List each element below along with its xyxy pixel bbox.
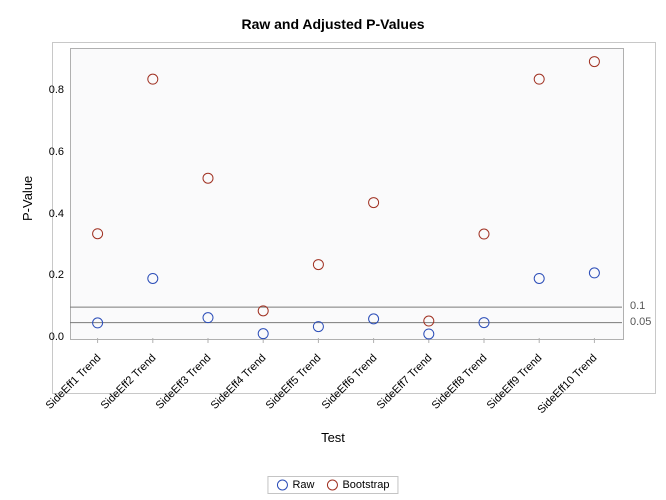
data-point bbox=[313, 322, 323, 332]
data-point bbox=[424, 329, 434, 339]
data-point bbox=[589, 57, 599, 67]
y-tick-label: 0.8 bbox=[28, 84, 64, 96]
data-point bbox=[148, 74, 158, 84]
reference-line-label: 0.05 bbox=[630, 316, 651, 328]
data-point bbox=[313, 260, 323, 270]
y-tick-label: 0.2 bbox=[28, 269, 64, 281]
chart-title: Raw and Adjusted P-Values bbox=[0, 16, 666, 32]
x-axis-label: Test bbox=[0, 430, 666, 445]
y-tick-label: 0.0 bbox=[28, 331, 64, 343]
data-point bbox=[203, 173, 213, 183]
y-tick-label: 0.6 bbox=[28, 146, 64, 158]
legend-item: Bootstrap bbox=[326, 479, 389, 491]
data-point bbox=[258, 329, 268, 339]
data-point bbox=[93, 229, 103, 239]
data-point bbox=[203, 313, 213, 323]
data-point bbox=[369, 198, 379, 208]
legend: Raw Bootstrap bbox=[267, 476, 398, 494]
data-point bbox=[479, 229, 489, 239]
data-point bbox=[534, 74, 544, 84]
legend-label: Raw bbox=[292, 479, 314, 491]
data-point bbox=[148, 273, 158, 283]
plot-svg bbox=[70, 48, 662, 346]
reference-line-label: 0.1 bbox=[630, 300, 645, 312]
legend-item: Raw bbox=[276, 479, 314, 491]
data-point bbox=[534, 273, 544, 283]
legend-marker-icon bbox=[326, 479, 338, 491]
y-tick-label: 0.4 bbox=[28, 208, 64, 220]
data-point bbox=[589, 268, 599, 278]
data-point bbox=[424, 316, 434, 326]
legend-label: Bootstrap bbox=[342, 479, 389, 491]
legend-marker-icon bbox=[276, 479, 288, 491]
chart-frame: Raw and Adjusted P-Values P-Value Test R… bbox=[0, 0, 666, 500]
